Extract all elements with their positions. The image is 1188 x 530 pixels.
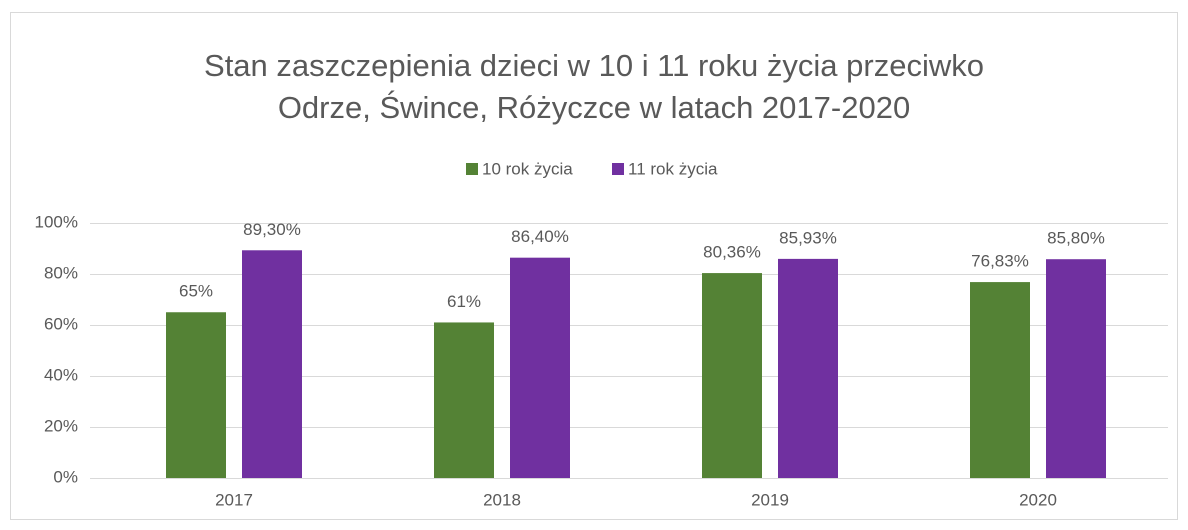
data-label: 61% [447,292,481,311]
data-label: 85,93% [779,228,837,247]
y-tick-label: 100% [35,212,78,231]
legend-swatch [612,163,624,175]
bar [434,322,494,478]
bar [510,257,570,478]
bar [1046,259,1106,478]
chart-title: Odrze, Śwince, Różyczce w latach 2017-20… [278,89,910,125]
data-label: 76,83% [971,252,1029,271]
bar [702,273,762,478]
data-label: 65% [179,282,213,301]
bar [778,258,838,478]
y-tick-label: 60% [44,314,78,333]
bar [970,282,1030,478]
data-label: 89,30% [243,220,301,239]
y-tick-label: 0% [53,467,78,486]
y-tick-label: 40% [44,365,78,384]
x-tick-label: 2019 [751,490,789,509]
chart-title: Stan zaszczepienia dzieci w 10 i 11 roku… [204,48,984,83]
y-tick-label: 20% [44,416,78,435]
bar [166,312,226,478]
x-tick-label: 2018 [483,490,521,509]
x-tick-label: 2017 [215,490,253,509]
data-label: 80,36% [703,243,761,262]
legend-swatch [466,163,478,175]
legend-label: 11 rok życia [628,159,718,178]
data-label: 85,80% [1047,229,1105,248]
y-tick-label: 80% [44,263,78,282]
x-tick-label: 2020 [1019,490,1057,509]
bar [242,250,302,478]
legend-label: 10 rok życia [482,159,573,178]
data-label: 86,40% [511,227,569,246]
